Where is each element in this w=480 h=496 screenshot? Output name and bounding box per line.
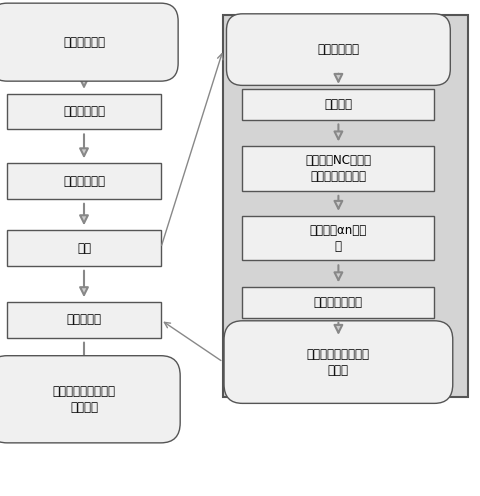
Text: 数据读取与过滤: 数据读取与过滤 xyxy=(314,296,363,309)
Text: 获取机床参数: 获取机床参数 xyxy=(63,36,105,49)
Text: 运行测量NC程序、
同时开启测量系统: 运行测量NC程序、 同时开启测量系统 xyxy=(305,154,372,183)
Text: 输出测量结果及误差
差补偿值: 输出测量结果及误差 差补偿值 xyxy=(52,385,116,414)
Text: 计算误差值: 计算误差值 xyxy=(67,313,101,326)
Text: 测量摆角αn误差
值: 测量摆角αn误差 值 xyxy=(310,224,367,252)
Text: 测量设备准备: 测量设备准备 xyxy=(317,43,360,56)
FancyBboxPatch shape xyxy=(224,321,453,403)
Bar xyxy=(7,163,161,199)
Text: 编制测量程序: 编制测量程序 xyxy=(63,175,105,187)
FancyBboxPatch shape xyxy=(227,14,450,85)
Bar xyxy=(242,287,434,318)
Text: 测量: 测量 xyxy=(77,242,91,254)
Bar xyxy=(7,302,161,338)
Text: 制定测量计划: 制定测量计划 xyxy=(63,105,105,118)
Bar xyxy=(242,216,434,260)
Bar xyxy=(7,94,161,129)
Bar xyxy=(242,89,434,120)
Text: 对表校正: 对表校正 xyxy=(324,98,352,111)
Text: 输出测量结果及误差
补偿值: 输出测量结果及误差 补偿值 xyxy=(307,348,370,376)
Bar xyxy=(242,146,434,191)
FancyBboxPatch shape xyxy=(0,356,180,443)
FancyBboxPatch shape xyxy=(0,3,178,81)
Bar xyxy=(7,230,161,266)
FancyBboxPatch shape xyxy=(223,15,468,397)
